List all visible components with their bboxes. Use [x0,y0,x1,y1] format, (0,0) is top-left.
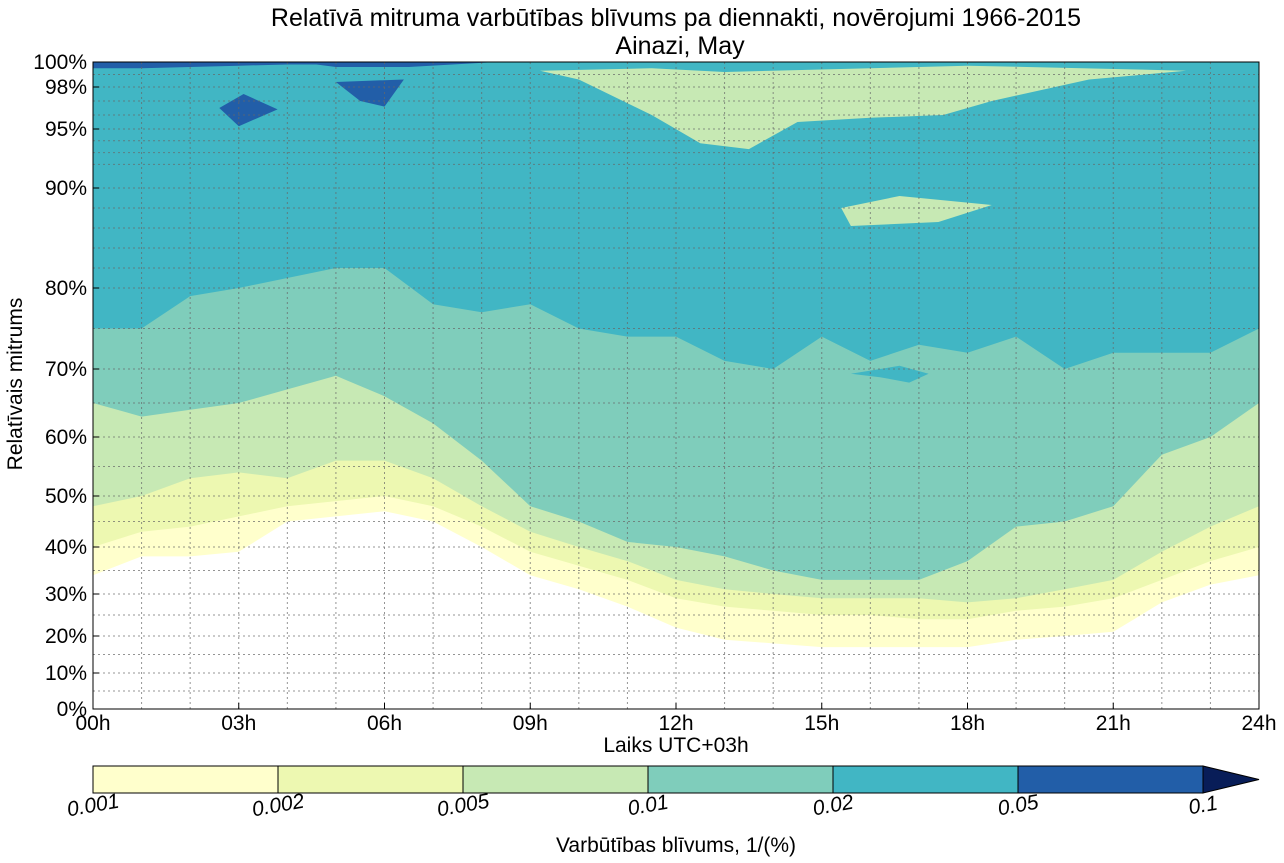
colorbar-segment [277,765,464,794]
colorbar-tick-label: 0.1 [1187,792,1220,820]
y-tick-label: 90% [45,177,87,200]
contour-bands [93,62,1259,648]
x-tick-label: 15h [804,712,839,735]
x-tick-label: 06h [367,712,402,735]
high-density-patch [219,94,278,127]
y-tick-label: 50% [45,485,87,508]
x-tick-label: 12h [658,712,693,735]
y-tick-label: 60% [45,426,87,449]
y-tick-label: 10% [45,662,87,685]
y-tick-label: 80% [45,277,87,300]
colorbar-segment [92,765,279,794]
chart-title: Relatīvā mitruma varbūtības blīvums pa d… [271,4,1081,32]
y-tick-label: 95% [45,118,87,141]
mid-blob [850,365,929,383]
high-density-patch [335,79,404,107]
x-tick-label: 00h [75,712,110,735]
y-axis-label: Relatīvais mitrums [4,298,27,471]
colorbar-segment [832,765,1019,794]
colorbar-segment [462,765,649,794]
x-tick-label: 09h [513,712,548,735]
colorbar: 0.001 0.002 0.005 0.01 0.02 0.05 0.1 [65,765,1260,822]
y-tick-label: 98% [45,76,87,99]
y-tick-label: 70% [45,358,87,381]
x-tick-label: 18h [950,712,985,735]
colorbar-tick-label: 0.01 [626,791,670,821]
y-tick-label: 20% [45,625,87,648]
high-density-patch [297,62,497,67]
y-tick-label: 40% [45,536,87,559]
colorbar-tick-label: 0.02 [811,791,856,821]
colorbar-segment [647,765,834,794]
colorbar-tick-label: 0.001 [65,790,121,822]
colorbar-tick-label: 0.05 [996,791,1041,821]
colorbar-extend-arrow [1202,765,1260,794]
y-tick-label: 100% [33,51,87,74]
colorbar-tick-label: 0.005 [435,790,491,822]
colorbar-tick-label: 0.002 [250,790,306,822]
x-axis-label: Laiks UTC+03h [603,734,748,757]
chart-subtitle: Ainazi, May [615,32,745,60]
y-tick-label: 0% [57,698,87,721]
x-tick-label: 24h [1241,712,1276,735]
grid-lines [93,62,1259,709]
plot-area [92,61,1260,710]
light-island [841,196,992,226]
y-tick-label: 30% [45,583,87,606]
x-tick-label: 21h [1096,712,1131,735]
colorbar-segment [1017,765,1204,794]
y-tick-labels: 0% 10% 20% 30% 40% 50% 60% 70% 80% 90% 95% 98%100% [33,51,99,721]
x-tick-labels: 00h 03h 06h 09h 12h 15h 18h 21h 24h [75,703,1277,735]
colorbar-label: Varbūtības blīvums, 1/(%) [556,834,796,857]
x-tick-label: 03h [221,712,256,735]
